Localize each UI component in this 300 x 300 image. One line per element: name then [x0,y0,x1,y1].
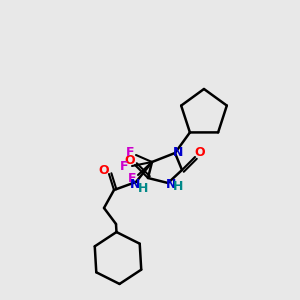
Text: F: F [128,172,136,184]
Text: N: N [130,178,140,191]
Text: O: O [125,154,135,167]
Text: N: N [173,146,183,158]
Text: H: H [173,181,183,194]
Text: O: O [99,164,109,176]
Text: F: F [120,160,128,172]
Text: N: N [166,178,176,191]
Text: H: H [138,182,148,196]
Text: O: O [195,146,205,160]
Text: F: F [126,146,134,158]
